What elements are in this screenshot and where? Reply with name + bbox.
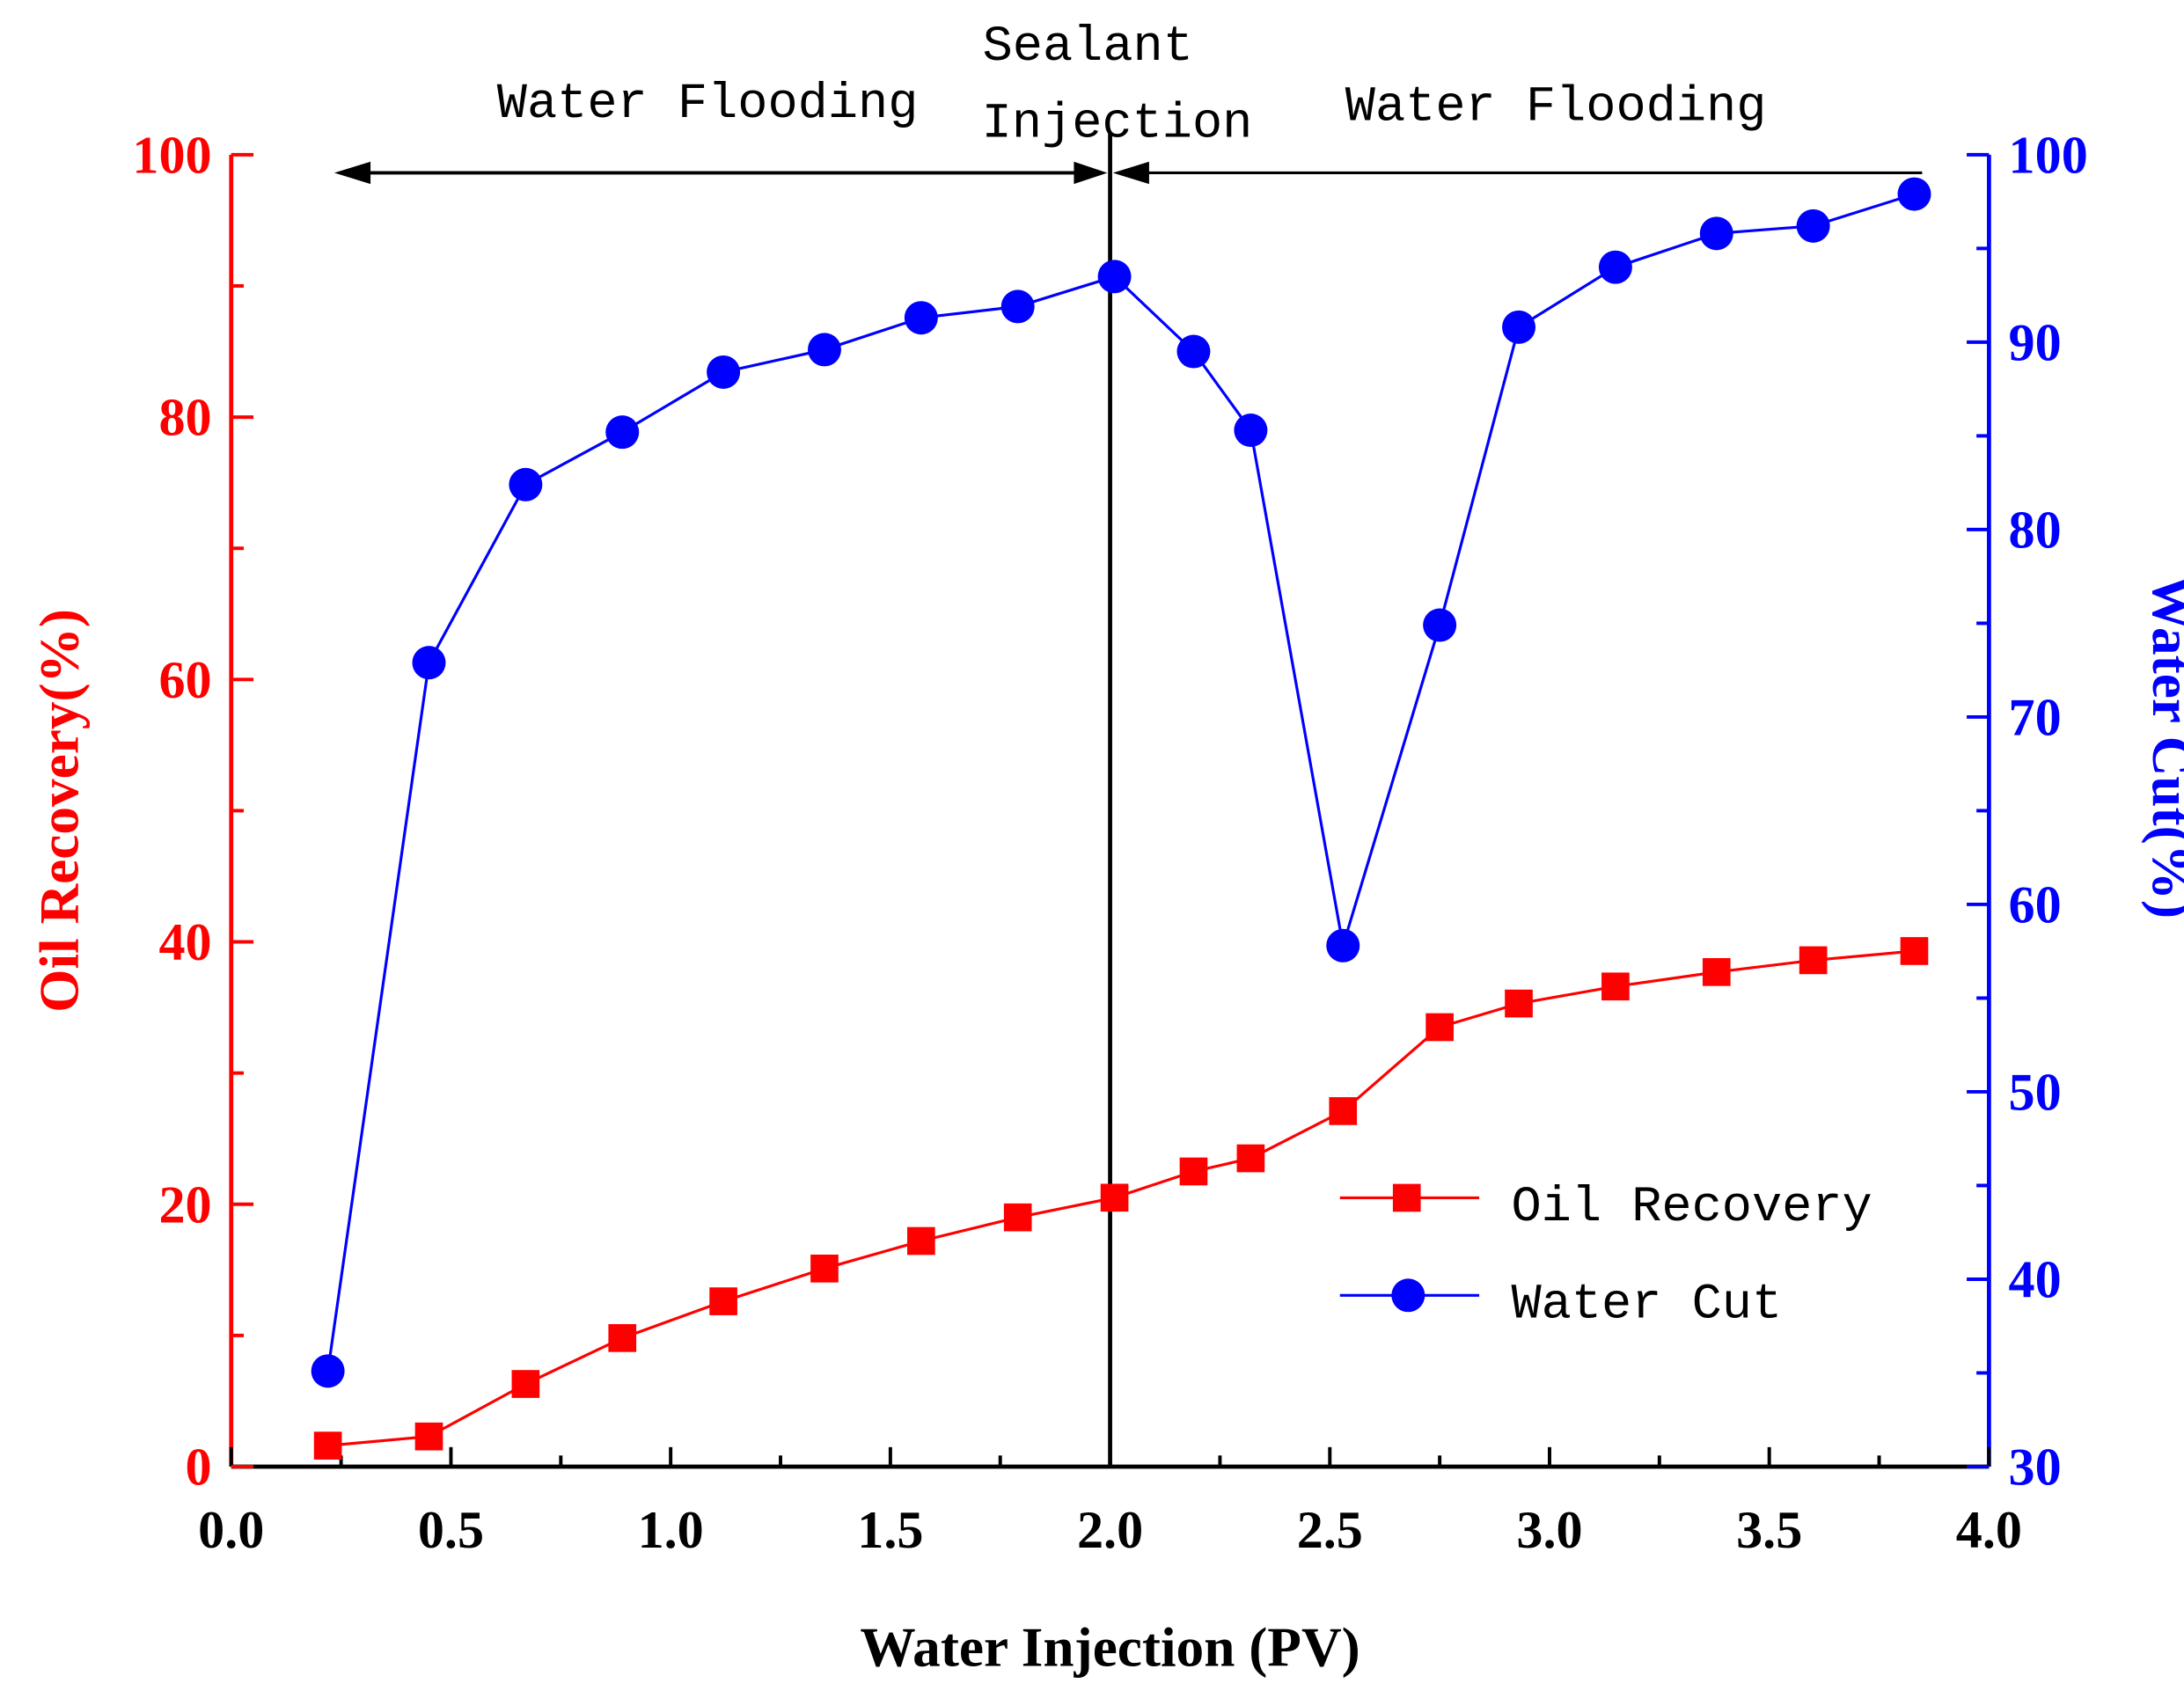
data-point-water-cut	[1000, 289, 1035, 324]
annotation-sealant: Sealant	[983, 19, 1193, 76]
y-left-tick-label: 60	[158, 651, 211, 710]
data-point-oil-recovery	[1799, 946, 1828, 975]
data-point-oil-recovery	[1505, 989, 1533, 1018]
x-tick-label: 3.0	[1516, 1501, 1582, 1560]
y-axis-left-label: Oil Recovery(%)	[29, 609, 91, 1013]
y-right-tick-label: 30	[2009, 1438, 2062, 1497]
annotation-water-flooding-2: Water Flooding	[1345, 79, 1767, 135]
data-point-water-cut	[1423, 608, 1457, 642]
data-point-oil-recovery	[1601, 972, 1630, 1001]
data-point-oil-recovery	[608, 1324, 637, 1352]
data-point-oil-recovery	[1179, 1157, 1208, 1186]
data-point-oil-recovery	[810, 1254, 839, 1283]
series-line-oil-recovery	[327, 949, 1915, 1447]
data-point-water-cut	[807, 333, 841, 367]
y-left-tick-label: 80	[158, 389, 211, 448]
x-tick-label: 3.5	[1736, 1501, 1802, 1560]
data-point-oil-recovery	[907, 1226, 935, 1255]
x-tick-label: 2.5	[1297, 1501, 1363, 1560]
y-right-tick-label: 90	[2009, 313, 2062, 372]
y-right-tick-label: 100	[2009, 126, 2088, 185]
data-point-water-cut	[1897, 177, 1931, 211]
x-tick-label: 1.5	[857, 1501, 923, 1560]
x-tick-label: 1.0	[638, 1501, 704, 1560]
data-point-water-cut	[1598, 250, 1632, 284]
legend-oil-marker	[1392, 1183, 1421, 1212]
data-point-oil-recovery	[313, 1431, 342, 1460]
y-axis-right-label: Water Cut(%)	[2141, 575, 2184, 919]
data-point-water-cut	[1234, 414, 1268, 448]
x-tick-label: 0.5	[418, 1501, 484, 1560]
data-point-oil-recovery	[414, 1422, 443, 1451]
y-right-tick-label: 70	[2009, 688, 2062, 747]
data-point-water-cut	[1176, 334, 1211, 369]
arrow-head-left	[1112, 161, 1149, 185]
data-point-oil-recovery	[1900, 937, 1929, 965]
x-tick-label: 2.0	[1077, 1501, 1143, 1560]
legend: Oil Recovery Water Cut	[1339, 1180, 1873, 1334]
data-point-water-cut	[509, 467, 543, 501]
legend-water-marker	[1391, 1278, 1425, 1313]
annotation-injection: Injection	[982, 96, 1253, 152]
data-point-water-cut	[412, 646, 446, 680]
data-point-water-cut	[1699, 216, 1733, 251]
data-point-water-cut	[1796, 209, 1830, 243]
annotation-water-flooding-1: Water Flooding	[497, 77, 919, 133]
data-point-water-cut	[1502, 310, 1536, 344]
data-point-oil-recovery	[1236, 1144, 1265, 1173]
data-point-oil-recovery	[1329, 1097, 1358, 1125]
data-point-oil-recovery	[1702, 958, 1731, 986]
legend-oil-label: Oil Recovery	[1511, 1180, 1872, 1236]
arrow-head-left	[333, 161, 371, 185]
data-point-water-cut	[1097, 260, 1132, 294]
data-point-oil-recovery	[511, 1370, 540, 1398]
arrow-head-right	[1074, 161, 1108, 185]
data-point-water-cut	[904, 301, 938, 335]
y-left-tick-label: 40	[158, 913, 211, 972]
data-point-water-cut	[311, 1354, 345, 1388]
x-tick-label: 0.0	[198, 1501, 264, 1560]
data-point-oil-recovery	[1003, 1203, 1032, 1232]
data-point-water-cut	[605, 415, 640, 450]
y-left-tick-label: 0	[186, 1438, 212, 1497]
x-axis-label: Water Injection (PV)	[860, 1616, 1360, 1678]
data-point-oil-recovery	[709, 1287, 737, 1315]
data-point-oil-recovery	[1100, 1183, 1129, 1212]
series-line-water-cut	[326, 193, 1915, 1372]
legend-water-label: Water Cut	[1511, 1277, 1782, 1334]
y-right-tick-label: 50	[2009, 1064, 2062, 1123]
y-left-tick-label: 100	[132, 126, 211, 185]
data-point-water-cut	[1326, 928, 1360, 963]
data-point-oil-recovery	[1425, 1013, 1454, 1042]
x-tick-label: 4.0	[1956, 1501, 2022, 1560]
y-right-tick-label: 40	[2009, 1251, 2062, 1310]
y-right-tick-label: 80	[2009, 501, 2062, 560]
y-right-tick-label: 60	[2009, 876, 2062, 935]
data-point-water-cut	[707, 355, 741, 389]
chart-marks: 0.0 0.5 1.0 1.5 2.0 2.5 3.0 3.5 4.0 0 20 40 60 80 100 3…	[132, 126, 2087, 1559]
y-left-tick-label: 20	[158, 1175, 211, 1234]
